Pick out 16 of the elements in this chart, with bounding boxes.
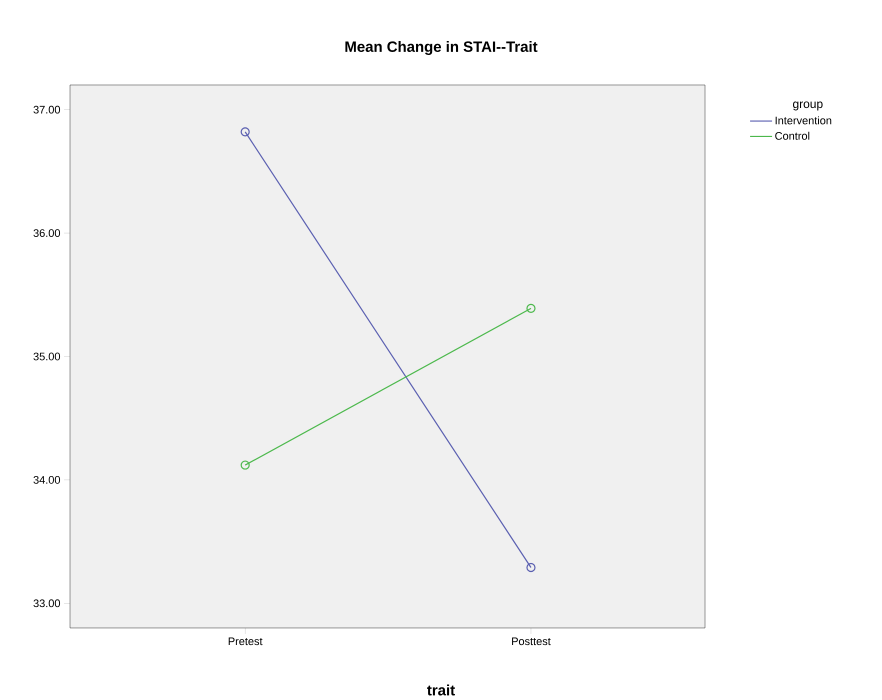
chart-title: Mean Change in STAI--Trait [345, 40, 538, 55]
point [240, 460, 250, 470]
point [526, 304, 536, 313]
point [240, 127, 250, 136]
x-axis-title: trait [427, 684, 455, 696]
y-tick-label: 36.00 [33, 229, 60, 237]
legend-label: Intervention [776, 116, 832, 124]
x-tick-label: Pretest [228, 638, 262, 646]
y-tick-label: 37.00 [33, 106, 60, 114]
x-tick-label: Posttest [512, 638, 551, 646]
point [526, 562, 536, 572]
y-tick-label: 34.00 [33, 476, 60, 484]
legend-title: group [793, 102, 823, 110]
y-tick-label: 33.00 [33, 599, 60, 608]
y-tick-label: 35.00 [33, 352, 60, 360]
legend-label: Control [775, 132, 810, 140]
